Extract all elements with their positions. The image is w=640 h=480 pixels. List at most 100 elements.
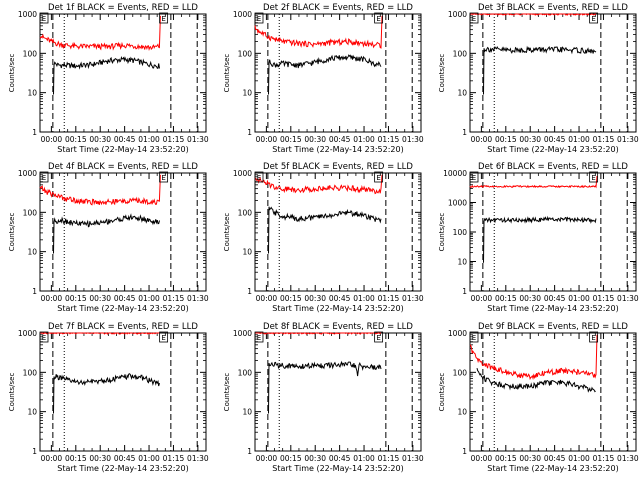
y-tick-label: 10 <box>27 248 37 257</box>
x-tick-label: 01:15 <box>593 454 615 463</box>
event-flag-label: E <box>591 334 595 342</box>
event-flag-label: E <box>376 334 380 342</box>
x-axis-label: Start Time (22-May-14 23:52:20) <box>272 145 403 154</box>
x-tick-label: 00:15 <box>280 135 302 144</box>
detector-panel-6: Det 6f BLACK = Events, RED = LLD 1 10 100 10… <box>438 162 639 313</box>
x-tick-label: 00:30 <box>304 454 326 463</box>
event-flag-label: E <box>161 174 165 182</box>
event-flag-label: E <box>472 174 476 182</box>
event-flag-box <box>39 12 49 24</box>
events-series-line <box>483 215 597 263</box>
x-tick-label: 01:15 <box>163 135 185 144</box>
plot-frame <box>469 172 637 292</box>
detector-panel-1: Det 1f BLACK = Events, RED = LLD 1 10 100 10… <box>8 3 209 154</box>
x-tick-label: 00:45 <box>544 135 566 144</box>
y-tick-label: 10 <box>242 408 252 417</box>
y-tick-label: 10 <box>242 248 252 257</box>
x-tick-label: 00:00 <box>256 294 278 303</box>
y-tick-label: 1 <box>32 447 37 456</box>
x-tick-label: 00:45 <box>329 135 351 144</box>
y-tick-label: 10000 <box>443 169 467 178</box>
x-tick-label: 00:30 <box>89 135 111 144</box>
event-flag-box <box>39 331 49 343</box>
y-axis-label: Counts/sec <box>8 373 16 412</box>
panel-title: Det 6f BLACK = Events, RED = LLD <box>478 162 628 172</box>
x-tick-label: 00:30 <box>89 294 111 303</box>
x-tick-label: 01:30 <box>617 294 639 303</box>
event-flag-label: E <box>257 174 261 182</box>
x-axis-label: Start Time (22-May-14 23:52:20) <box>57 145 188 154</box>
x-tick-label: 01:00 <box>568 135 590 144</box>
lld-series-line <box>469 175 598 189</box>
x-axis-label: Start Time (22-May-14 23:52:20) <box>57 304 188 313</box>
y-tick-label: 1000 <box>18 329 37 338</box>
x-tick-label: 00:00 <box>41 135 63 144</box>
x-tick-label: 00:30 <box>519 135 541 144</box>
event-flag-label: E <box>257 15 261 23</box>
y-tick-label: 100 <box>453 228 468 237</box>
x-tick-label: 00:45 <box>544 294 566 303</box>
event-flag-label: E <box>42 15 46 23</box>
lld-series-line <box>254 332 382 335</box>
y-tick-label: 100 <box>453 368 468 377</box>
x-tick-label: 00:15 <box>65 294 87 303</box>
y-tick-label: 1000 <box>233 329 252 338</box>
y-axis-label: Counts/sec <box>8 54 16 93</box>
x-tick-label: 00:45 <box>114 294 136 303</box>
y-tick-label: 1 <box>462 128 467 137</box>
event-flag-box <box>469 12 479 24</box>
x-tick-label: 01:30 <box>402 294 424 303</box>
x-tick-label: 01:15 <box>378 294 400 303</box>
x-tick-label: 01:15 <box>163 294 185 303</box>
x-tick-label: 01:15 <box>593 135 615 144</box>
panel-title: Det 3f BLACK = Events, RED = LLD <box>478 3 628 13</box>
x-tick-label: 00:00 <box>471 135 493 144</box>
detector-panel-7: Det 7f BLACK = Events, RED = LLD 1 10 100 10… <box>8 322 209 473</box>
event-flag-label: E <box>472 334 476 342</box>
y-tick-label: 100 <box>238 368 253 377</box>
y-tick-label: 1000 <box>233 10 252 19</box>
y-tick-label: 1 <box>462 287 467 296</box>
events-series-line <box>268 54 382 95</box>
event-flag-label: E <box>42 174 46 182</box>
x-tick-label: 00:15 <box>65 454 87 463</box>
y-tick-label: 100 <box>23 49 38 58</box>
y-tick-label: 1000 <box>448 329 467 338</box>
event-flag-box <box>159 171 169 183</box>
x-tick-label: 00:00 <box>256 135 278 144</box>
lld-series-line <box>469 334 598 381</box>
events-series-line <box>53 213 160 254</box>
x-axis-label: Start Time (22-May-14 23:52:20) <box>487 304 618 313</box>
event-flag-box <box>374 171 384 183</box>
x-tick-label: 00:30 <box>304 294 326 303</box>
x-tick-label: 01:30 <box>187 135 209 144</box>
detector-panel-2: Det 2f BLACK = Events, RED = LLD 1 10 100 10… <box>223 3 424 154</box>
x-axis-label: Start Time (22-May-14 23:52:20) <box>487 464 618 473</box>
lld-series-line <box>39 15 161 51</box>
x-axis-label: Start Time (22-May-14 23:52:20) <box>272 304 403 313</box>
event-flag-label: E <box>591 174 595 182</box>
x-tick-label: 01:30 <box>617 454 639 463</box>
x-tick-label: 00:00 <box>471 294 493 303</box>
x-tick-label: 00:15 <box>495 454 517 463</box>
y-tick-label: 10 <box>457 89 467 98</box>
y-tick-label: 1 <box>32 287 37 296</box>
y-tick-label: 10 <box>27 408 37 417</box>
event-flag-label: E <box>591 15 595 23</box>
plot-frame <box>469 332 637 452</box>
x-tick-label: 01:00 <box>353 294 375 303</box>
x-tick-label: 01:00 <box>138 135 160 144</box>
x-tick-label: 00:30 <box>89 454 111 463</box>
x-tick-label: 01:00 <box>138 294 160 303</box>
plot-frame <box>254 172 422 292</box>
x-tick-label: 00:15 <box>495 294 517 303</box>
event-flag-box <box>39 171 49 183</box>
x-tick-label: 00:30 <box>519 294 541 303</box>
y-tick-label: 100 <box>238 49 253 58</box>
y-axis-label: Counts/sec <box>223 54 231 93</box>
events-series-line <box>53 373 160 414</box>
events-series-line <box>53 55 160 95</box>
y-tick-label: 100 <box>23 368 38 377</box>
y-axis-label: Counts/sec <box>438 54 446 93</box>
